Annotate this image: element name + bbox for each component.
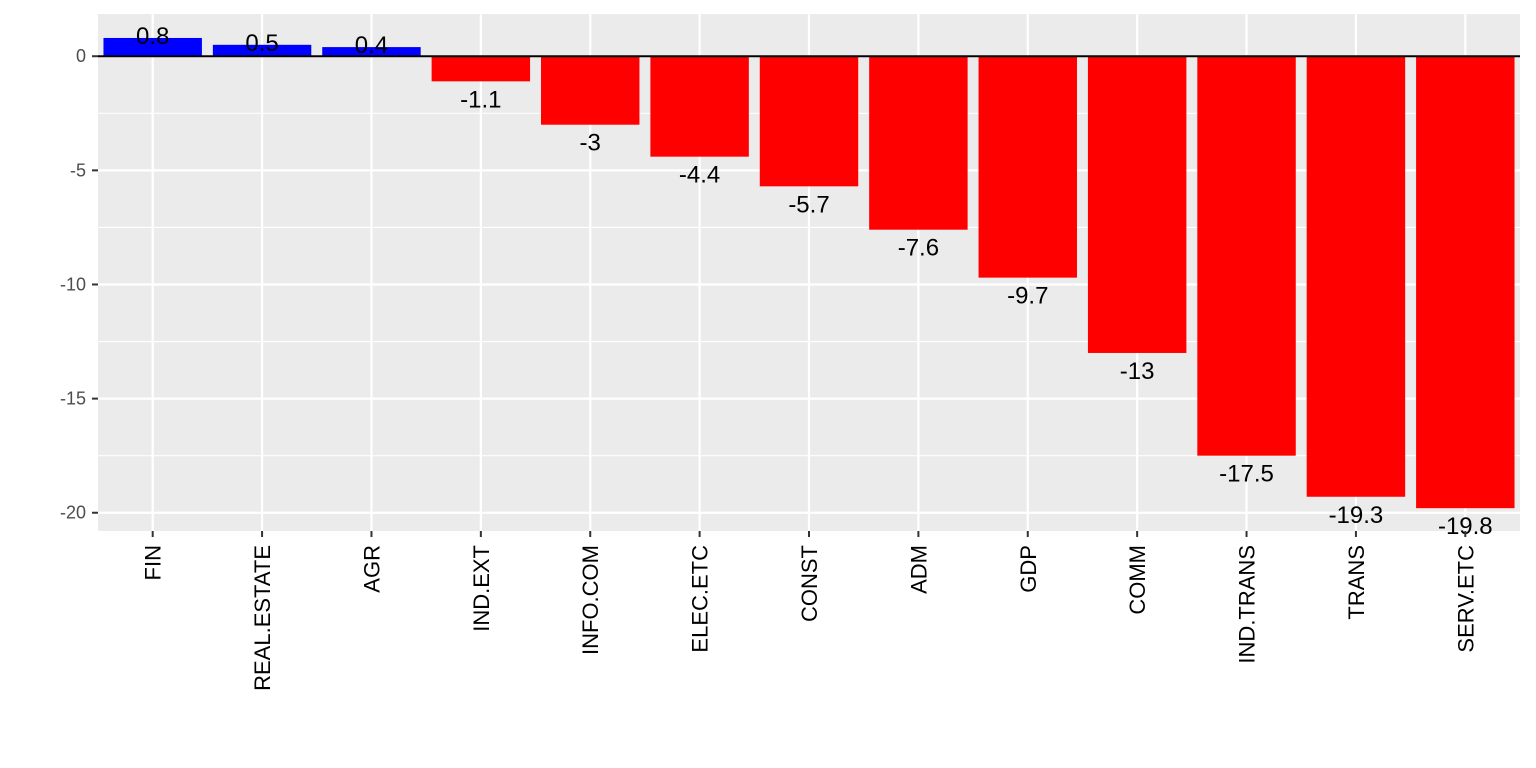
- data-label: -3: [580, 130, 601, 157]
- data-label: -19.3: [1329, 502, 1384, 529]
- data-label: -7.6: [898, 235, 939, 262]
- data-label: -1.1: [460, 86, 501, 113]
- x-tick-label: CONST: [797, 545, 822, 622]
- bar-info-com: [541, 56, 640, 125]
- x-axis: FIN REAL.ESTATE AGR IND.EXT INFO.COM ELEC.ETC…: [141, 531, 1478, 691]
- x-tick-label: REAL.ESTATE: [250, 545, 275, 691]
- data-label: -5.7: [788, 191, 829, 218]
- x-tick-label: INFO.COM: [578, 545, 603, 655]
- bar-elec-etc: [650, 56, 749, 157]
- bar-gdp: [978, 56, 1077, 278]
- x-tick-label: SERV.ETC: [1453, 545, 1478, 653]
- y-tick-label: -10: [60, 274, 86, 294]
- data-label: 0.8: [136, 23, 169, 50]
- x-tick-label: COMM: [1125, 545, 1150, 615]
- y-tick-label: -20: [60, 503, 86, 523]
- data-label: -9.7: [1007, 283, 1048, 310]
- bar-ind-trans: [1197, 56, 1296, 456]
- bar-const: [759, 56, 859, 187]
- data-label: -17.5: [1219, 461, 1274, 488]
- x-tick-label: ELEC.ETC: [688, 545, 713, 653]
- y-axis: 0 -5 -10 -15 -20: [60, 46, 98, 523]
- data-label: -4.4: [679, 162, 720, 189]
- y-tick-label: 0: [76, 46, 86, 66]
- bar-serv-etc: [1416, 56, 1515, 509]
- bar-real-estate: [212, 44, 312, 57]
- bar-trans: [1306, 56, 1406, 497]
- bar-fin: [103, 37, 202, 57]
- x-tick-label: GDP: [1016, 545, 1041, 593]
- x-tick-label: AGR: [359, 545, 384, 593]
- bar-agr: [322, 47, 421, 57]
- y-tick-label: -15: [60, 389, 86, 409]
- data-label: 0.4: [355, 32, 388, 59]
- bars: [103, 37, 1515, 509]
- x-tick-label: IND.TRANS: [1235, 545, 1260, 664]
- data-label: 0.5: [245, 30, 278, 57]
- bar-adm: [869, 56, 968, 230]
- x-tick-label: TRANS: [1344, 545, 1369, 620]
- bar-comm: [1087, 56, 1187, 353]
- bar-ind-ext: [431, 56, 531, 82]
- x-tick-label: FIN: [141, 545, 166, 580]
- x-tick-label: ADM: [906, 545, 931, 594]
- data-label: -13: [1120, 358, 1155, 385]
- x-tick-label: IND.EXT: [469, 545, 494, 632]
- y-tick-label: -5: [70, 160, 86, 180]
